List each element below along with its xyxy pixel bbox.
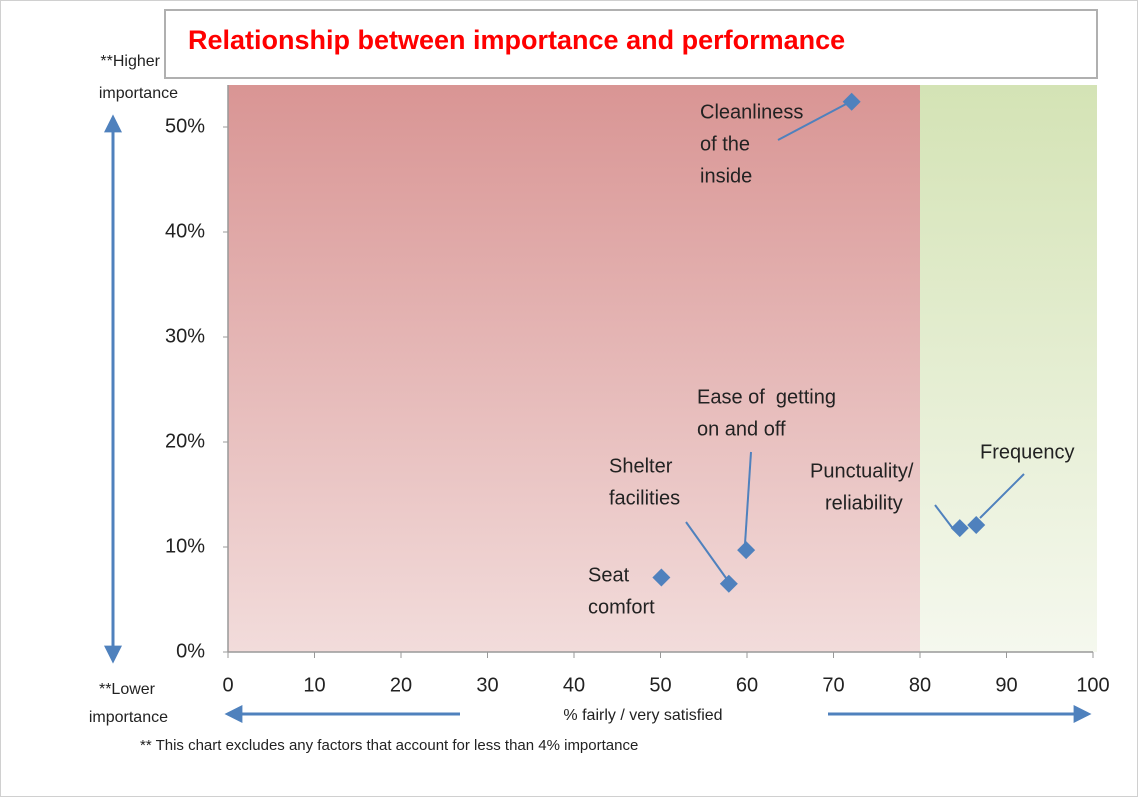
x-tick-label: 0 [222,674,233,696]
y-tick-label: 40% [165,220,205,242]
bottom-note: importance [89,709,168,726]
leader-line [685,521,727,579]
x-tick-label: 90 [995,674,1017,696]
y-tick-label: 10% [165,535,205,557]
title-box [164,9,1098,79]
point-label: Ease of getting [697,386,836,408]
point-label: comfort [588,596,655,618]
bottom-note: **Lower [99,681,156,698]
point-label: Cleanliness [700,101,803,123]
point [652,568,671,587]
point-label: Punctuality/ [810,460,914,482]
x-tick-label: 20 [390,674,412,696]
x-tick-label: 30 [476,674,498,696]
point-label: on and off [697,418,786,440]
x-axis-label: % fairly / very satisfied [563,707,722,724]
y-tick-label: 20% [165,430,205,452]
point-label: reliability [825,492,903,514]
region [920,85,1097,652]
point-label: Frequency [980,441,1075,463]
x-tick-label: 80 [909,674,931,696]
y-tick-label: 30% [165,325,205,347]
x-tick-label: 70 [822,674,844,696]
point [842,92,861,111]
top-note: importance [99,85,178,102]
point-label: facilities [609,487,680,509]
leader-line [777,102,849,141]
point-label: Shelter [609,455,673,477]
x-tick-label: 50 [649,674,671,696]
y-tick-label: 0% [176,640,205,662]
point-label: of the [700,133,750,155]
x-tick-label: 40 [563,674,585,696]
point [737,541,756,560]
y-tick-label: 50% [165,115,205,137]
leader-line [934,504,955,531]
leader-line [744,451,752,545]
top-note: **Higher [100,53,160,70]
leader-line [979,473,1025,519]
x-tick-label: 60 [736,674,758,696]
point [719,574,738,593]
x-tick-label: 100 [1076,674,1109,696]
region [228,85,920,652]
point-label: inside [700,165,752,187]
x-tick-label: 10 [303,674,325,696]
point [950,519,969,538]
chart-title: Relationship between importance and perf… [188,25,845,55]
point [967,515,986,534]
footnote: ** This chart excludes any factors that … [140,737,638,754]
point-label: Seat [588,564,630,586]
